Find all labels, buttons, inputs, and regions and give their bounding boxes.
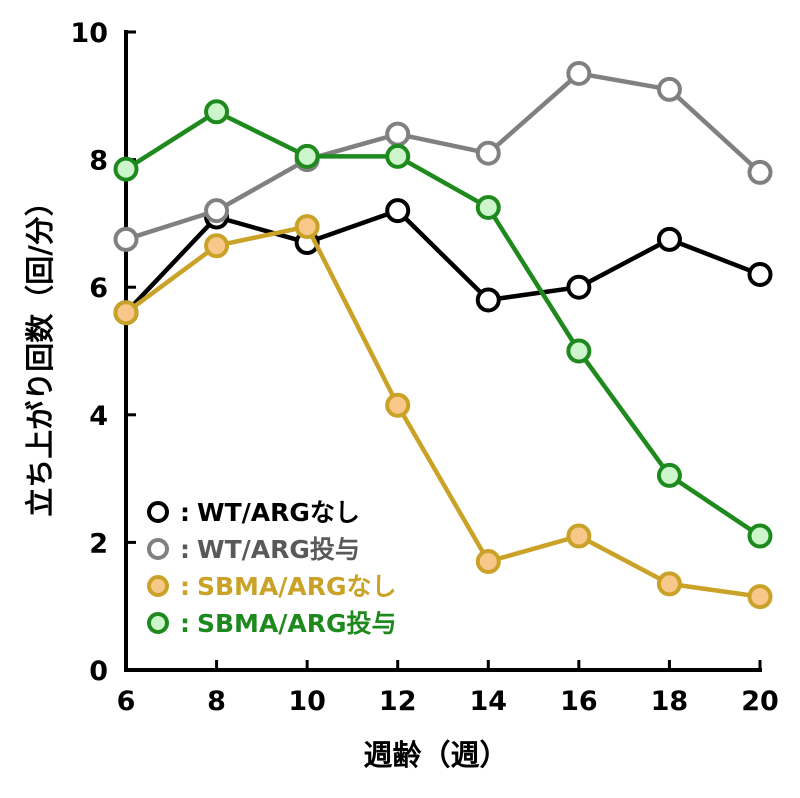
data-point xyxy=(747,523,773,549)
series-line xyxy=(124,109,762,538)
data-point xyxy=(475,194,501,220)
legend-separator: : xyxy=(180,609,190,638)
y-tick-label: 10 xyxy=(70,18,108,49)
data-point xyxy=(475,287,501,313)
data-point xyxy=(566,60,592,86)
legend-separator: : xyxy=(180,498,190,527)
data-point xyxy=(113,226,139,252)
data-point xyxy=(385,198,411,224)
legend-marker xyxy=(147,538,169,560)
series-line xyxy=(124,208,761,315)
data-point xyxy=(747,159,773,185)
x-tick-label: 10 xyxy=(288,686,326,717)
legend-label: WT/ARG投与 xyxy=(197,535,360,564)
data-point xyxy=(294,214,320,240)
data-point xyxy=(747,261,773,287)
data-point xyxy=(566,274,592,300)
legend-item: : SBMA/ARGなし xyxy=(147,572,397,601)
series-2 xyxy=(113,60,773,252)
legend-label: SBMA/ARG投与 xyxy=(197,609,397,638)
data-point xyxy=(656,226,682,252)
axes: 0 2 4 6 8 10 6 8 10 12 14 16 18 20 xyxy=(70,18,778,717)
legend-item: : WT/ARG投与 xyxy=(147,535,360,564)
data-point xyxy=(204,198,230,224)
legend-marker xyxy=(147,612,169,634)
y-tick-label: 6 xyxy=(89,273,108,304)
legend-marker xyxy=(147,575,169,597)
legend-separator: : xyxy=(180,535,190,564)
legend-item: : SBMA/ARG投与 xyxy=(147,609,397,638)
legend: : WT/ARGなし: WT/ARG投与: SBMA/ARGなし: SBMA/ARG投与 xyxy=(147,498,397,638)
x-tick-label: 14 xyxy=(469,686,507,717)
y-tick-label: 0 xyxy=(89,656,108,687)
data-point xyxy=(204,233,230,259)
data-point xyxy=(294,143,320,169)
legend-label: SBMA/ARGなし xyxy=(197,572,397,601)
series-line xyxy=(124,224,761,599)
data-point xyxy=(113,156,139,182)
data-point xyxy=(656,571,682,597)
x-tick-label: 8 xyxy=(207,686,226,717)
data-point xyxy=(566,338,592,364)
y-tick-label: 8 xyxy=(89,146,108,177)
series-line xyxy=(125,71,762,242)
data-point xyxy=(385,392,411,418)
x-tick-label: 12 xyxy=(379,686,417,717)
series-3 xyxy=(113,214,773,610)
data-point xyxy=(475,140,501,166)
x-tick-label: 16 xyxy=(560,686,598,717)
x-tick-label: 6 xyxy=(117,686,136,717)
data-point xyxy=(566,523,592,549)
data-point xyxy=(656,76,682,102)
data-point xyxy=(204,99,230,125)
data-point xyxy=(385,143,411,169)
series-layer xyxy=(113,60,773,610)
data-point xyxy=(747,584,773,610)
x-tick-label: 20 xyxy=(741,686,779,717)
legend-marker xyxy=(147,501,169,523)
data-point xyxy=(656,462,682,488)
y-tick-label: 4 xyxy=(89,401,108,432)
data-point xyxy=(113,300,139,326)
x-axis-title: 週齢（週） xyxy=(363,738,508,772)
data-point xyxy=(475,549,501,575)
y-tick-label: 2 xyxy=(89,528,108,559)
y-axis-title: 立ち上がり回数（回/分） xyxy=(23,187,57,517)
legend-label: WT/ARGなし xyxy=(197,498,360,527)
x-tick-label: 18 xyxy=(651,686,689,717)
legend-separator: : xyxy=(180,572,190,601)
legend-item: : WT/ARGなし xyxy=(147,498,360,527)
data-point xyxy=(385,121,411,147)
series-4 xyxy=(113,99,773,549)
